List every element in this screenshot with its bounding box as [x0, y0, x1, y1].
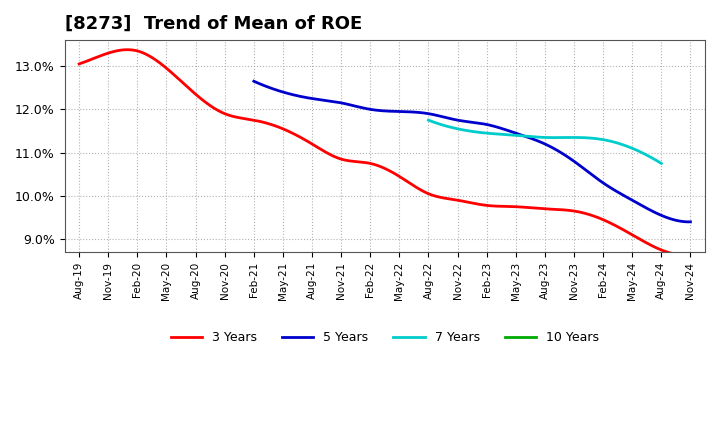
7 Years: [550, 135, 559, 140]
3 Years: [122, 47, 131, 52]
7 Years: [424, 117, 433, 123]
3 Years: [686, 252, 695, 257]
5 Years: [250, 79, 258, 84]
Legend: 3 Years, 5 Years, 7 Years, 10 Years: 3 Years, 5 Years, 7 Years, 10 Years: [166, 326, 604, 349]
7 Years: [535, 135, 544, 140]
3 Years: [672, 252, 681, 257]
5 Years: [685, 219, 693, 224]
5 Years: [608, 186, 616, 191]
Text: [8273]  Trend of Mean of ROE: [8273] Trend of Mean of ROE: [65, 15, 362, 33]
7 Years: [536, 135, 545, 140]
7 Years: [615, 141, 624, 146]
3 Years: [75, 61, 84, 66]
3 Years: [440, 195, 449, 201]
5 Years: [509, 130, 518, 135]
5 Years: [675, 219, 684, 224]
7 Years: [657, 161, 666, 166]
5 Years: [459, 118, 468, 124]
3 Years: [407, 181, 415, 187]
7 Years: [652, 158, 660, 163]
5 Years: [457, 118, 466, 123]
Line: 7 Years: 7 Years: [428, 120, 662, 163]
5 Years: [686, 219, 695, 224]
Line: 3 Years: 3 Years: [79, 50, 690, 255]
3 Years: [370, 162, 379, 167]
Line: 5 Years: 5 Years: [254, 81, 690, 222]
3 Years: [679, 252, 688, 257]
7 Years: [563, 135, 572, 140]
3 Years: [577, 210, 586, 215]
3 Years: [366, 161, 375, 166]
5 Years: [486, 123, 495, 128]
